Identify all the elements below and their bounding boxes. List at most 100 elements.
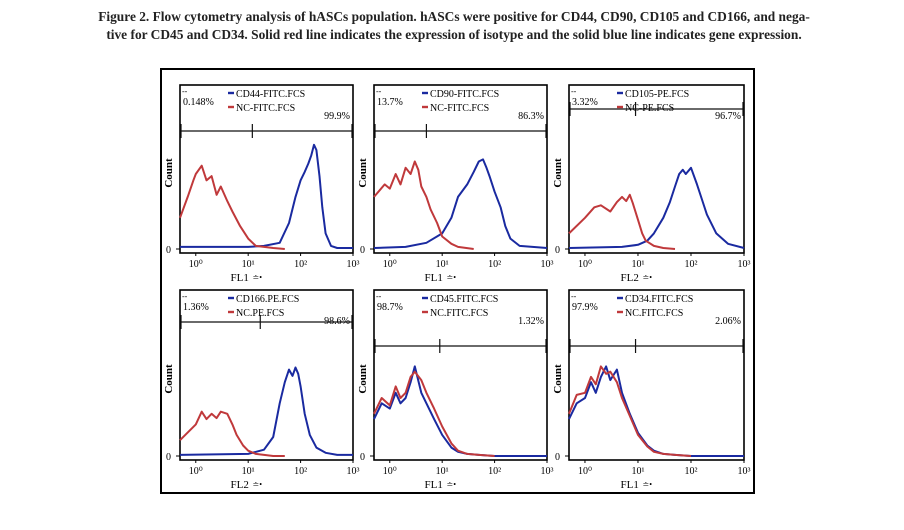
panel-cd166-x-tick-label: 10¹ xyxy=(242,466,255,477)
panel-cd105-legend-label: NC-PE.FCS xyxy=(625,103,674,114)
panel-cd90-frame xyxy=(373,84,548,254)
panel-cd45-y-top-mark: -- xyxy=(376,292,382,301)
panel-cd105-series-isotype xyxy=(568,193,676,250)
panel-cd45-x-tick-label: 10³ xyxy=(541,466,554,477)
panel-cd90-legend-label: NC-FITC.FCS xyxy=(430,103,489,114)
panel-cd44-series-gene xyxy=(180,143,353,249)
panel-cd44-y-axis-label: Count xyxy=(163,158,175,188)
figure-caption: Figure 2. Flow cytometry analysis of hAS… xyxy=(14,8,894,44)
panel-cd45-y-tick-label: 0 xyxy=(360,452,365,463)
panel-cd90-x-tick-label: 10³ xyxy=(541,259,554,270)
panel-cd105-legend-label: CD105-PE.FCS xyxy=(625,89,689,100)
panel-cd166-frame xyxy=(179,289,354,461)
panel-cd44-gate-right-label: 99.9% xyxy=(324,111,350,122)
panel-cd166-x-axis-label: FL2 xyxy=(231,479,249,491)
panel-cd34-x-axis-label: FL1 xyxy=(621,479,639,491)
panel-cd34-y-axis-label: Count xyxy=(552,364,564,394)
panel-cd44-legend-label: NC-FITC.FCS xyxy=(236,103,295,114)
panel-cd90-x-axis-label: FL1 xyxy=(425,272,443,284)
panel-cd90-series-isotype xyxy=(373,160,474,250)
panel-cd90-x-tick-label: 10⁰ xyxy=(383,259,397,270)
panel-cd45-series-isotype xyxy=(373,370,495,457)
panel-cd44-frame xyxy=(179,84,354,254)
panel-cd45-x-axis-label: FL1 xyxy=(425,479,443,491)
panel-cd34-x-tick-label: 10⁰ xyxy=(578,466,592,477)
panel-cd166-y-axis-label: Count xyxy=(163,364,175,394)
panel-cd105-gate-left-label: 3.32% xyxy=(572,97,598,108)
panel-cd90-x-tick-label: 10² xyxy=(488,259,501,270)
panel-cd34-gate-left-label: 97.9% xyxy=(572,302,598,313)
panel-cd90-x-tick-label: 10¹ xyxy=(436,259,449,270)
figure-frame xyxy=(160,68,755,494)
panel-cd44-x-tick-label: 10⁰ xyxy=(189,259,203,270)
panel-cd45-frame xyxy=(373,289,548,461)
panel-cd34-gate-right-label: 2.06% xyxy=(715,316,741,327)
panel-cd34-x-axis-mark: ≐• xyxy=(643,480,653,489)
panel-cd45-gate-right-label: 1.32% xyxy=(518,316,544,327)
panel-cd45-x-tick-label: 10⁰ xyxy=(383,466,397,477)
panel-cd166-x-tick-label: 10² xyxy=(294,466,307,477)
panel-cd34-legend-label: NC.FITC.FCS xyxy=(625,308,683,319)
panel-cd44-x-tick-label: 10² xyxy=(294,259,307,270)
panel-cd105-frame xyxy=(568,84,745,254)
caption-line-1: Figure 2. Flow cytometry analysis of hAS… xyxy=(98,9,810,24)
panel-cd166-x-axis-mark: ≐• xyxy=(253,480,263,489)
panel-cd90-y-axis-label: Count xyxy=(357,158,369,188)
panel-cd44-x-axis-mark: ≐• xyxy=(253,273,263,282)
panel-cd105-gate-right-label: 96.7% xyxy=(715,111,741,122)
panel-cd45-series-gene xyxy=(373,365,547,457)
panel-cd166-y-tick-label: 0 xyxy=(166,452,171,463)
panel-cd90-y-top-mark: -- xyxy=(376,87,382,96)
panel-cd44-y-tick-label: 0 xyxy=(166,245,171,256)
panel-cd90-legend-label: CD90-FITC.FCS xyxy=(430,89,499,100)
panel-cd90-x-axis-mark: ≐• xyxy=(447,273,457,282)
panel-cd166-gate-left-label: 1.36% xyxy=(183,302,209,313)
panel-cd105-y-top-mark: -- xyxy=(571,87,577,96)
panel-cd105-y-axis-label: Count xyxy=(552,158,564,188)
panel-cd34-legend-label: CD34.FITC.FCS xyxy=(625,294,693,305)
panel-cd166-x-tick-label: 10⁰ xyxy=(189,466,203,477)
panel-cd166-series-isotype xyxy=(179,410,285,457)
panel-cd105-x-tick-label: 10⁰ xyxy=(578,259,592,270)
panel-cd45-x-axis-mark: ≐• xyxy=(447,480,457,489)
panel-cd105-x-axis-mark: ≐• xyxy=(643,273,653,282)
panel-cd44-series-isotype xyxy=(179,164,285,250)
panel-cd105-x-tick-label: 10³ xyxy=(738,259,751,270)
panel-cd45-x-tick-label: 10¹ xyxy=(436,466,449,477)
panel-cd44-x-tick-label: 10¹ xyxy=(242,259,255,270)
panel-cd45-x-tick-label: 10² xyxy=(488,466,501,477)
panel-cd45-legend-label: CD45.FITC.FCS xyxy=(430,294,498,305)
panel-cd34-x-tick-label: 10² xyxy=(684,466,697,477)
panel-cd105-y-tick-label: 0 xyxy=(555,245,560,256)
panel-cd166-legend-label: CD166.PE.FCS xyxy=(236,294,299,305)
panel-cd90-gate-left-label: 13.7% xyxy=(377,97,403,108)
panel-cd34-series-isotype xyxy=(568,365,692,457)
panel-cd90-y-tick-label: 0 xyxy=(360,245,365,256)
panel-cd166-y-top-mark: -- xyxy=(182,292,188,301)
panel-cd105-x-tick-label: 10² xyxy=(684,259,697,270)
panel-cd34-x-tick-label: 10³ xyxy=(738,466,751,477)
panel-cd34-frame xyxy=(568,289,745,461)
panel-cd44-gate-left-label: 0.148% xyxy=(183,97,214,108)
panel-cd45-gate-left-label: 98.7% xyxy=(377,302,403,313)
panel-cd45-y-axis-label: Count xyxy=(357,364,369,394)
panel-cd34-series-gene xyxy=(568,365,744,457)
caption-line-2: tive for CD45 and CD34. Solid red line i… xyxy=(106,27,802,42)
panel-cd166-gate-right-label: 98.6% xyxy=(324,316,350,327)
panel-cd90-series-gene xyxy=(373,158,548,249)
panel-cd166-series-gene xyxy=(179,366,353,456)
panel-cd44-legend-label: CD44-FITC.FCS xyxy=(236,89,305,100)
panel-cd34-y-top-mark: -- xyxy=(571,292,577,301)
panel-cd45-legend-label: NC.FITC.FCS xyxy=(430,308,488,319)
panel-cd166-x-tick-label: 10³ xyxy=(347,466,360,477)
panel-cd44-x-tick-label: 10³ xyxy=(347,259,360,270)
panel-cd34-x-tick-label: 10¹ xyxy=(631,466,644,477)
panel-cd166-legend-label: NC.PE.FCS xyxy=(236,308,284,319)
panel-cd44-y-top-mark: -- xyxy=(182,87,188,96)
panel-cd105-x-axis-label: FL2 xyxy=(621,272,639,284)
panel-cd105-x-tick-label: 10¹ xyxy=(631,259,644,270)
panel-cd44-x-axis-label: FL1 xyxy=(231,272,249,284)
panel-cd34-y-tick-label: 0 xyxy=(555,452,560,463)
panel-cd90-gate-right-label: 86.3% xyxy=(518,111,544,122)
